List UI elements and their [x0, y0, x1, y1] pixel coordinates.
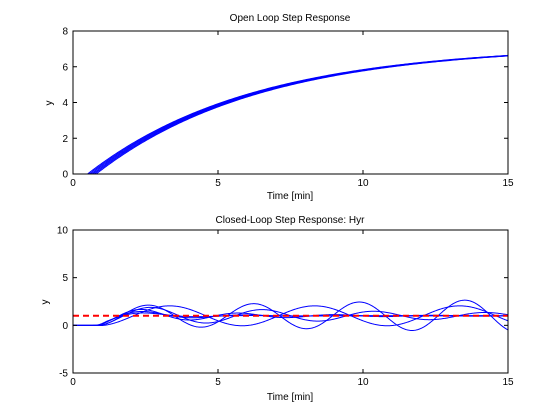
- open-loop-xtick-label: 5: [215, 178, 221, 189]
- closed-loop-ytick-label: 10: [57, 226, 69, 237]
- open-loop-series-line: [73, 55, 509, 175]
- closed-loop-plot: Closed-Loop Step Response: Hyr 0 5 10 15-50…: [40, 215, 514, 403]
- closed-loop-series-line: [73, 299, 508, 331]
- open-loop-series-line: [73, 55, 509, 175]
- closed-loop-series-line: [73, 306, 508, 326]
- open-loop-ytick-label: 8: [62, 27, 68, 38]
- open-loop-ytick-label: 2: [62, 134, 68, 145]
- open-loop-series-line: [73, 55, 509, 175]
- closed-loop-xtick-label: 15: [502, 377, 514, 388]
- open-loop-xtick-label: 10: [357, 178, 369, 189]
- closed-loop-series-group: [73, 299, 508, 331]
- closed-loop-xtick-label: 5: [215, 377, 221, 388]
- closed-loop-title: Closed-Loop Step Response: Hyr: [216, 215, 366, 226]
- closed-loop-xtick-label: 10: [357, 377, 369, 388]
- open-loop-ytick-label: 4: [62, 98, 68, 109]
- open-loop-xtick-label: 15: [502, 178, 514, 189]
- open-loop-series-line: [73, 55, 509, 175]
- closed-loop-series-line: [73, 305, 508, 327]
- open-loop-series-line: [73, 54, 509, 175]
- closed-loop-ytick-label: -5: [59, 369, 68, 380]
- open-loop-series-line: [73, 55, 509, 175]
- open-loop-plot: Open Loop Step Response 0 5 10 15 0 2 4 6 8 Time…: [44, 13, 514, 202]
- open-loop-xtick-label: 0: [70, 178, 76, 189]
- open-loop-ytick-label: 0: [62, 170, 68, 181]
- open-loop-ylabel: y: [44, 101, 55, 106]
- open-loop-xlabel: Time [min]: [267, 191, 314, 202]
- open-loop-axes-box: [72, 30, 509, 175]
- open-loop-ticks: 0 5 10 15 0 2 4 6 8: [62, 27, 514, 190]
- closed-loop-ylabel: y: [40, 300, 51, 305]
- closed-loop-axes-box: [72, 229, 509, 374]
- open-loop-title: Open Loop Step Response: [230, 13, 351, 24]
- closed-loop-xlabel: Time [min]: [267, 392, 314, 403]
- open-loop-ytick-label: 6: [62, 62, 68, 73]
- closed-loop-ytick-label: 5: [62, 273, 68, 284]
- closed-loop-ytick-label: 0: [62, 321, 68, 332]
- open-loop-series-group: [73, 54, 509, 175]
- closed-loop-xtick-label: 0: [70, 377, 76, 388]
